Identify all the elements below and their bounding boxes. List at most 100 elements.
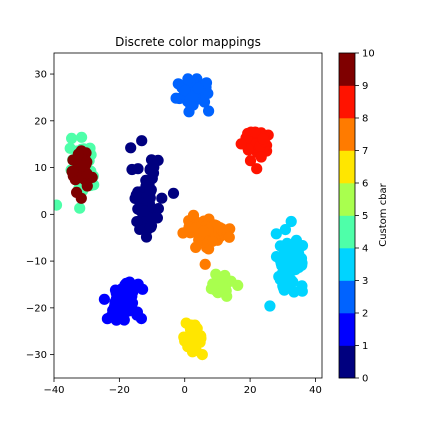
scatter-point xyxy=(251,163,263,175)
scatter-point xyxy=(235,138,247,150)
colorbar-tick-label: 0 xyxy=(362,374,368,385)
scatter-point xyxy=(249,126,261,138)
scatter-point xyxy=(54,199,63,211)
scatter-point xyxy=(290,238,302,250)
colorbar-tick-label: 9 xyxy=(362,81,368,92)
scatter-point xyxy=(192,333,204,345)
scatter-point xyxy=(285,215,297,228)
scatter-point xyxy=(78,160,90,172)
scatter-point xyxy=(270,228,282,240)
scatter-point xyxy=(132,163,144,175)
colorbar-segment xyxy=(339,313,355,346)
scatter-point xyxy=(206,235,219,247)
scatter-point xyxy=(255,151,267,163)
colorbar-tick-label: 6 xyxy=(362,179,368,190)
colorbar-segment xyxy=(339,118,355,151)
scatter-point xyxy=(197,225,210,237)
scatter-point xyxy=(151,212,163,224)
colorbar-tick-label: 7 xyxy=(362,146,368,157)
x-tick-label: −40 xyxy=(43,385,64,396)
colorbar-segment xyxy=(339,280,355,314)
scatter-point xyxy=(182,73,194,85)
scatter-point xyxy=(109,284,122,296)
scatter-point xyxy=(138,205,150,217)
scatter-point xyxy=(203,105,215,117)
scatter-point xyxy=(167,187,180,199)
colorbar-segment xyxy=(339,85,355,119)
scatter-point xyxy=(274,240,286,252)
scatter-point xyxy=(200,77,213,89)
scatter-point xyxy=(156,192,168,204)
y-tick-label: −30 xyxy=(26,350,47,361)
scatter-point xyxy=(98,293,110,305)
scatter-point xyxy=(152,203,164,215)
scatter-point xyxy=(187,209,200,221)
scatter-point xyxy=(296,285,308,297)
scatter-point xyxy=(131,216,143,228)
scatter-point xyxy=(257,133,269,145)
x-tick-label: 20 xyxy=(244,385,257,396)
scatter-point xyxy=(192,82,204,94)
x-tick-label: −20 xyxy=(109,385,130,396)
scatter-point xyxy=(278,284,290,296)
y-tick-label: 30 xyxy=(34,70,47,81)
scatter-point xyxy=(205,283,217,295)
y-tick-label: −20 xyxy=(26,303,47,314)
scatter-point xyxy=(187,90,199,102)
scatter-point xyxy=(66,132,78,144)
scatter-point xyxy=(170,92,182,104)
colorbar xyxy=(338,52,356,379)
colorbar-tick-label: 10 xyxy=(362,49,375,60)
scatter-point xyxy=(71,186,83,198)
scatter-point xyxy=(72,148,84,160)
scatter-point xyxy=(179,84,191,97)
colorbar-segment xyxy=(339,183,355,216)
y-tick-label: 10 xyxy=(34,163,47,174)
scatter-point xyxy=(125,142,137,154)
plot-frame xyxy=(53,52,323,379)
x-tick-label: 0 xyxy=(182,385,188,396)
colorbar-segment xyxy=(339,345,355,379)
scatter-point xyxy=(196,349,208,361)
scatter-point xyxy=(295,252,308,265)
scatter-point xyxy=(185,100,197,112)
colorbar-segment xyxy=(339,215,355,249)
x-tick-label: 40 xyxy=(309,385,322,396)
y-tick-label: −10 xyxy=(26,257,47,268)
scatter-point xyxy=(130,189,142,201)
y-tick-label: 20 xyxy=(34,116,47,127)
colorbar-tick-label: 5 xyxy=(362,211,368,222)
colorbar-tick-label: 3 xyxy=(362,276,368,287)
scatter-point xyxy=(186,346,199,358)
scatter-point xyxy=(279,224,291,236)
scatter-point xyxy=(264,300,276,312)
scatter-point xyxy=(136,135,148,147)
scatter-point xyxy=(152,154,164,166)
y-tick-label: 0 xyxy=(41,210,47,221)
scatter-point xyxy=(199,258,211,270)
scatter-point xyxy=(189,319,201,331)
scatter-point xyxy=(190,241,202,253)
scatter-point xyxy=(144,184,156,196)
scatter-point xyxy=(219,269,231,282)
scatter-point xyxy=(66,165,78,178)
scatter-point xyxy=(218,282,230,294)
scatter-point xyxy=(274,274,286,286)
colorbar-tick-label: 8 xyxy=(362,114,368,125)
colorbar-tick-label: 1 xyxy=(362,341,368,352)
y-axis: −30 −20 −10 0 10 20 30 xyxy=(26,70,54,361)
scatter-point xyxy=(282,253,294,265)
colorbar-label: Custom cbar xyxy=(378,182,389,246)
scatter-point xyxy=(110,306,122,318)
x-axis: −40 −20 0 20 40 xyxy=(43,378,322,396)
scatter-point xyxy=(223,231,235,243)
colorbar-tick-label: 4 xyxy=(362,244,368,255)
scatter-point xyxy=(224,223,236,235)
scatter-point xyxy=(232,279,244,291)
colorbar-segment xyxy=(339,248,355,281)
scatter-point xyxy=(74,202,86,214)
scatter-point xyxy=(123,289,135,301)
chart-title: Discrete color mappings xyxy=(115,35,261,49)
colorbar-ticks: 0 1 2 3 4 5 6 7 8 9 10 xyxy=(355,49,375,385)
